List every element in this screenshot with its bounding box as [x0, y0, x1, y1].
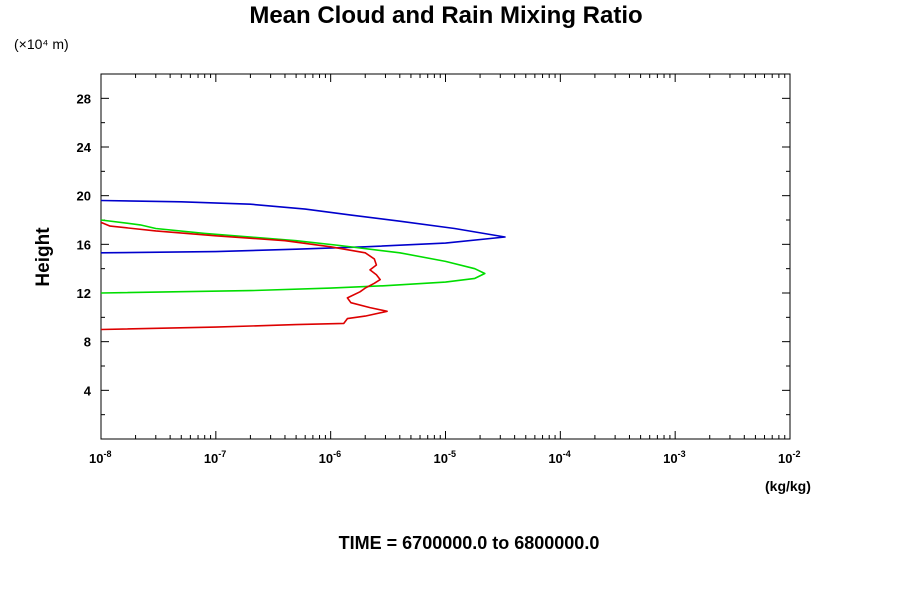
y-tick-label: 20: [77, 189, 91, 204]
x-tick-labels: 10-8 10-7 10-6 10-5 10-4 10-3 10-2: [89, 449, 800, 466]
plot-frame: [100, 73, 791, 440]
y-multiplier-label: (×10⁴ m): [14, 36, 69, 52]
x-tick-label: 10-2: [778, 449, 800, 466]
x-tick-label: 10-4: [548, 449, 570, 466]
x-tick-label: 10-8: [89, 449, 111, 466]
axis-ticks: [100, 74, 790, 439]
x-tick-label: 10-3: [663, 449, 685, 466]
x-units-label: (kg/kg): [765, 478, 811, 494]
x-tick-label: 10-7: [204, 449, 226, 466]
y-axis-label: Height: [33, 227, 54, 287]
series-lines: [100, 199, 506, 331]
series-line-1: [100, 199, 506, 254]
y-tick-label: 16: [77, 237, 91, 252]
x-tick-label: 10-6: [319, 449, 341, 466]
series-line-3: [100, 221, 388, 331]
chart-title: Mean Cloud and Rain Mixing Ratio: [249, 2, 642, 29]
y-tick-label: 12: [77, 286, 91, 301]
y-tick-label: 4: [84, 383, 92, 398]
y-tick-label: 24: [77, 140, 92, 155]
y-tick-labels: 4 8 12 16 20 24 28: [77, 91, 92, 398]
time-range-label: TIME = 6700000.0 to 6800000.0: [339, 533, 600, 553]
y-tick-label: 28: [77, 91, 91, 106]
x-tick-label: 10-5: [434, 449, 456, 466]
y-tick-label: 8: [84, 335, 91, 350]
